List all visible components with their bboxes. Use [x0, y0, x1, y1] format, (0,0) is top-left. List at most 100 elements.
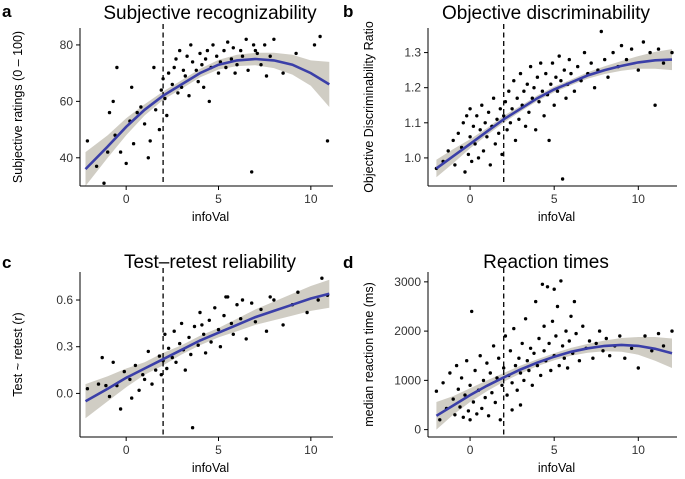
data-point: [567, 57, 571, 62]
data-point: [636, 366, 640, 370]
data-point: [611, 50, 615, 55]
data-point: [451, 397, 455, 401]
data-point: [131, 142, 136, 146]
data-point: [559, 79, 563, 83]
data-point: [522, 89, 526, 93]
data-point: [190, 426, 195, 430]
data-point: [485, 135, 489, 139]
data-point: [172, 65, 176, 70]
data-point: [272, 37, 276, 41]
data-point: [187, 335, 191, 340]
data-point: [560, 344, 565, 348]
data-point: [534, 299, 538, 304]
data-point: [463, 170, 467, 174]
data-point: [623, 356, 627, 360]
data-point: [94, 164, 99, 168]
data-point: [157, 127, 162, 132]
fit-line: [435, 58, 673, 170]
data-point: [441, 381, 445, 385]
data-point: [547, 138, 551, 143]
data-point: [226, 40, 230, 44]
data-point: [643, 334, 647, 338]
data-point: [512, 326, 516, 331]
data-point: [250, 170, 254, 174]
data-point: [216, 327, 221, 332]
y-tick-label: 60: [60, 94, 74, 108]
data-point: [192, 324, 197, 329]
data-point: [592, 86, 597, 90]
data-point: [589, 61, 593, 65]
x-axis-label: infoVal: [192, 461, 229, 475]
data-point: [130, 85, 134, 90]
data-point: [185, 54, 189, 58]
data-point: [473, 142, 477, 146]
y-tick-label: 1000: [394, 373, 421, 387]
data-point: [515, 96, 519, 100]
data-point: [115, 65, 119, 70]
data-point: [618, 334, 622, 338]
data-point: [133, 363, 138, 368]
x-tick-label: 0: [467, 192, 474, 206]
data-point: [139, 105, 143, 109]
y-tick-label: 80: [60, 38, 74, 52]
data-point: [604, 336, 608, 341]
data-point: [85, 387, 90, 391]
data-point: [542, 324, 546, 328]
data-point: [107, 110, 112, 115]
data-point: [170, 82, 174, 87]
data-point: [146, 156, 150, 160]
data-point: [532, 86, 536, 90]
data-point: [190, 60, 195, 64]
data-point: [176, 91, 180, 95]
data-point: [528, 346, 533, 350]
y-axis-label: Subjective ratings (0 – 100): [11, 31, 25, 183]
data-point: [118, 407, 123, 411]
data-point: [545, 285, 550, 289]
data-point: [603, 57, 607, 62]
data-point: [502, 114, 506, 118]
data-point: [253, 320, 258, 324]
data-point: [200, 323, 204, 327]
data-point: [200, 62, 204, 67]
x-tick-label: 0: [123, 192, 130, 206]
y-tick-label: 0: [414, 423, 421, 437]
data-point: [500, 152, 504, 157]
data-point: [641, 40, 646, 44]
data-point: [207, 318, 211, 322]
data-point: [268, 295, 272, 299]
data-point: [181, 68, 186, 73]
data-point: [218, 345, 223, 349]
data-point: [161, 77, 165, 81]
data-point: [518, 71, 523, 76]
data-point: [281, 71, 285, 75]
data-point: [599, 29, 603, 34]
y-tick-label: 1.2: [404, 81, 421, 95]
data-point: [264, 74, 269, 78]
data-point: [107, 394, 112, 399]
data-point: [569, 314, 573, 318]
data-point: [454, 363, 459, 368]
data-point: [163, 332, 167, 336]
data-point: [505, 128, 509, 132]
data-point: [222, 313, 226, 318]
y-tick-label: 3000: [394, 275, 421, 289]
data-point: [483, 121, 487, 125]
data-point: [224, 65, 228, 70]
data-point: [500, 383, 504, 387]
data-point: [542, 114, 546, 118]
data-point: [461, 121, 465, 125]
data-point: [534, 128, 538, 132]
data-point: [523, 317, 528, 321]
data-point: [268, 54, 272, 58]
data-point: [497, 356, 501, 360]
data-point: [296, 290, 300, 294]
data-point: [178, 48, 182, 53]
data-point: [468, 107, 472, 111]
data-point: [606, 75, 610, 79]
data-point: [493, 142, 497, 146]
data-point: [527, 110, 531, 115]
data-point: [165, 113, 169, 118]
data-point: [574, 331, 578, 336]
data-point: [537, 100, 541, 104]
y-tick-label: 0.0: [56, 386, 73, 400]
